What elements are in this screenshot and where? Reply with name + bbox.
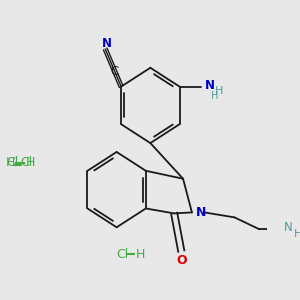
Text: H: H [294, 229, 300, 239]
Text: N: N [205, 79, 215, 92]
Text: N: N [284, 221, 293, 234]
Text: H: H [6, 156, 15, 170]
Text: O: O [177, 254, 188, 268]
Text: N: N [196, 206, 206, 219]
Text: Cl: Cl [6, 156, 18, 170]
Text: H: H [136, 248, 146, 260]
Text: H: H [25, 156, 35, 170]
Text: C: C [111, 65, 119, 78]
Text: Cl: Cl [117, 248, 129, 260]
Text: H: H [211, 91, 219, 100]
Text: H: H [215, 85, 224, 96]
Text: N: N [102, 38, 112, 50]
Text: Cl: Cl [20, 156, 32, 170]
